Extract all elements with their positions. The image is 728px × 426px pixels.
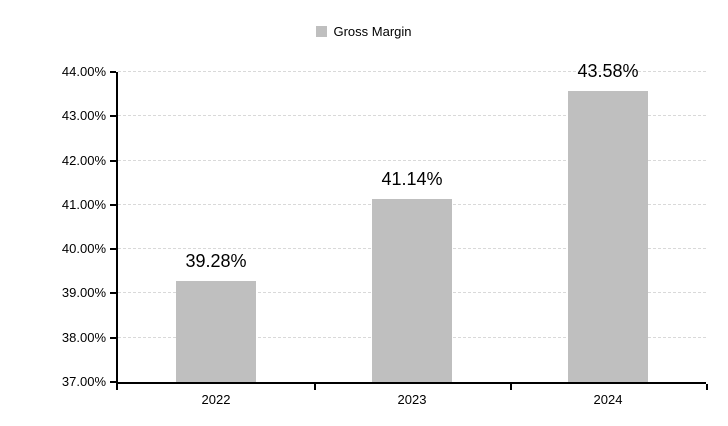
y-axis-label: 41.00% [61,197,106,212]
x-axis-tick [510,384,512,390]
bar-value-label: 39.28% [185,251,247,271]
y-axis-label: 39.00% [61,285,106,300]
y-axis-tick [110,160,116,162]
y-axis-label: 42.00% [61,153,106,168]
bar-value-label: 41.14% [381,169,443,189]
x-axis-tick [314,384,316,390]
y-axis-tick [110,381,116,383]
y-axis-label: 40.00% [61,241,106,256]
x-axis-tick [116,384,118,390]
y-axis-label: 44.00% [61,64,106,79]
y-axis-label: 43.00% [61,108,106,123]
y-axis-tick [110,248,116,250]
gridline [118,160,706,161]
x-axis-label: 2022 [201,392,231,407]
bar-2023[interactable] [372,199,452,382]
x-axis-label: 2023 [397,392,427,407]
gridline [118,71,706,72]
legend-swatch-icon [316,26,328,37]
y-axis-label: 37.00% [61,374,106,389]
plot-area [116,72,706,384]
x-axis-label: 2024 [593,392,623,407]
legend-label: Gross Margin [333,24,412,39]
bar-2024[interactable] [568,91,648,382]
y-axis-tick [110,204,116,206]
y-axis-tick [110,292,116,294]
y-axis-tick [110,115,116,117]
bar-value-label: 43.58% [577,61,639,81]
gridline [118,115,706,116]
x-axis-tick [706,384,708,390]
bar-2022[interactable] [176,281,256,382]
legend[interactable]: Gross Margin [0,24,728,39]
y-axis-tick [110,71,116,73]
y-axis-tick [110,337,116,339]
y-axis-label: 38.00% [61,330,106,345]
